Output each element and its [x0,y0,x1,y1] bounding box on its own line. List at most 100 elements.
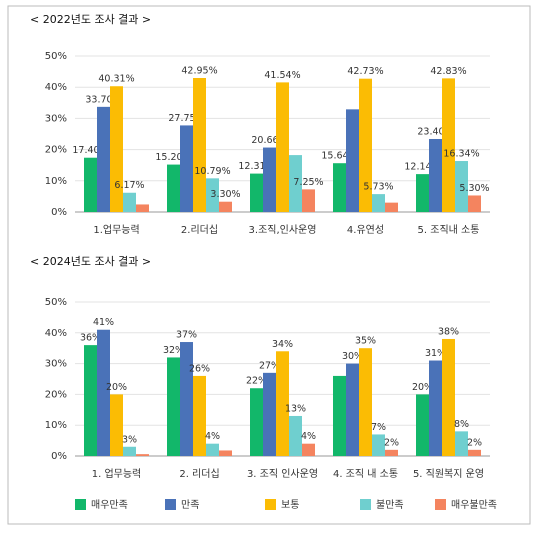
y-tick-label: 40% [45,82,67,93]
bar [276,351,289,456]
legend-swatch [75,499,86,510]
y-tick-label: 50% [45,51,67,62]
bar [97,106,110,212]
value-label: 42.73% [347,66,383,77]
bar [123,446,136,456]
x-tick-label: 2.리더십 [181,224,218,236]
value-label: 30% [342,351,363,362]
legend-swatch [165,499,176,510]
value-label: 35% [355,336,376,347]
bar [110,86,123,212]
bar [263,372,276,456]
bar [167,357,180,456]
value-label: 32% [163,345,184,356]
x-tick-label: 1. 업무능력 [92,467,142,480]
y-tick-label: 0% [51,207,67,218]
value-label: 33.70% [85,94,121,105]
bar [136,454,149,456]
bar [359,78,372,212]
y-tick-label: 10% [45,176,67,187]
legend-swatch [435,499,446,510]
bar [333,375,346,456]
bar [372,194,385,212]
value-label: 15.20% [155,152,191,163]
value-label: 16.34% [443,149,479,160]
value-label: 17.40% [72,145,108,156]
bar [429,360,442,456]
value-label: 36% [80,333,101,344]
value-label: 42.83% [430,66,466,77]
value-label: 8% [454,419,469,430]
bar [84,345,97,456]
bar [250,388,263,456]
legend-label: 매우불만족 [451,499,497,511]
bar [193,375,206,456]
bar [359,348,372,456]
x-tick-label: 5. 직원복지 운영 [413,468,484,480]
value-label: 42.95% [181,65,217,76]
bar [333,163,346,212]
value-label: 23.40% [417,126,453,137]
value-label: 41% [93,317,114,328]
value-label: 7% [371,422,386,433]
legend-label: 만족 [181,499,199,511]
value-label: 3% [122,434,137,445]
bar [263,147,276,212]
legend-swatch [265,499,276,510]
bar [346,363,359,456]
bar [442,338,455,456]
bar [429,138,442,212]
bar [468,195,481,212]
value-label: 5.30% [459,183,489,194]
bar [136,204,149,212]
bar [385,449,398,456]
value-label: 12.14% [404,162,440,173]
value-label: 27% [259,360,280,371]
x-tick-label: 2. 리더십 [179,468,219,480]
y-tick-label: 0% [51,451,67,462]
value-label: 15.64% [321,151,357,162]
y-tick-label: 30% [45,359,67,370]
bar [302,189,315,212]
frame [7,5,531,525]
bar [372,434,385,456]
bar [110,394,123,456]
x-tick-label: 5. 조직내 소통 [418,224,480,236]
value-label: 3.30% [210,189,240,200]
legend-swatch [360,499,371,510]
value-label: 22% [246,376,267,387]
bar [276,82,289,212]
value-label: 7.25% [293,177,323,188]
bar [416,394,429,456]
bar [123,192,136,212]
bar [455,431,468,456]
legend-label: 보통 [281,499,299,511]
value-label: 38% [438,326,459,337]
y-tick-label: 20% [45,389,67,400]
legend-label: 매우만족 [91,499,128,511]
bar [416,174,429,212]
x-tick-label: 1.업무능력 [93,223,139,236]
bar [442,78,455,213]
value-label: 41.54% [264,70,300,81]
value-label: 34% [272,339,293,350]
bar [385,202,398,212]
chart-title: < 2024년도 조사 결과 > [30,255,151,268]
value-label: 40.31% [98,74,134,85]
bar [193,77,206,212]
y-tick-label: 30% [45,113,67,124]
value-label: 20.66% [251,135,287,146]
bar [206,178,219,212]
bar [289,415,302,456]
bar [455,161,468,212]
bar [219,201,232,212]
value-label: 12.31% [238,161,274,172]
value-label: 31% [425,348,446,359]
value-label: 13% [285,403,306,414]
value-label: 37% [176,330,197,341]
value-label: 27.75% [168,113,204,124]
y-tick-label: 10% [45,420,67,431]
y-tick-label: 40% [45,328,67,339]
bar [219,450,232,456]
